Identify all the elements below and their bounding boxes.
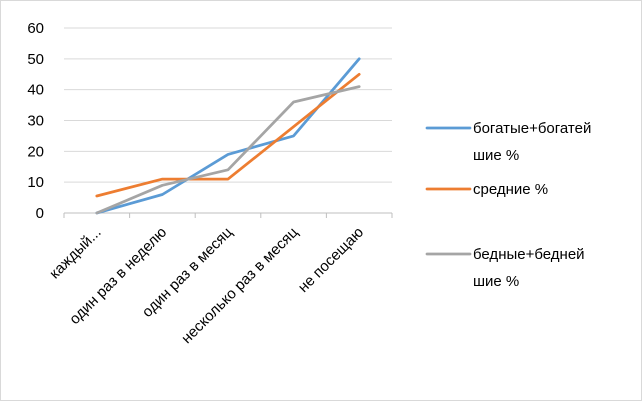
- legend-label: бедные+бедней: [473, 246, 585, 263]
- legend-label: шие %: [473, 273, 519, 290]
- gridlines: [64, 27, 392, 183]
- series-line-2: [95, 72, 361, 198]
- y-tick-label: 60: [27, 20, 44, 37]
- legend-item: бедные+бедней шие %: [425, 246, 585, 290]
- series-line-3: [95, 85, 361, 215]
- y-tick-label: 30: [27, 113, 44, 130]
- series-lines: [95, 57, 361, 215]
- y-tick-label: 0: [36, 205, 44, 222]
- legend-label: шие %: [473, 147, 519, 164]
- y-tick-label: 40: [27, 82, 44, 99]
- legend-label: богатые+богатей: [473, 120, 591, 137]
- x-axis: [63, 212, 393, 218]
- legend: богатые+богатей шие % средние % бедные+бедн…: [425, 120, 591, 290]
- y-tick-label: 20: [27, 143, 44, 160]
- x-tick-label: несколько раз в месяц: [178, 224, 301, 347]
- legend-label: средние %: [473, 181, 548, 198]
- y-tick-label: 50: [27, 51, 44, 68]
- series-line-1: [95, 57, 361, 215]
- legend-item: богатые+богатей шие %: [425, 120, 591, 164]
- legend-item: средние %: [425, 181, 548, 198]
- x-tick-label: каждый...: [46, 224, 104, 282]
- y-tick-label: 10: [27, 174, 44, 191]
- y-axis-tick-labels: 0 10 20 30 40 50 60: [27, 20, 44, 222]
- x-tick-label: не посещаю: [295, 224, 367, 296]
